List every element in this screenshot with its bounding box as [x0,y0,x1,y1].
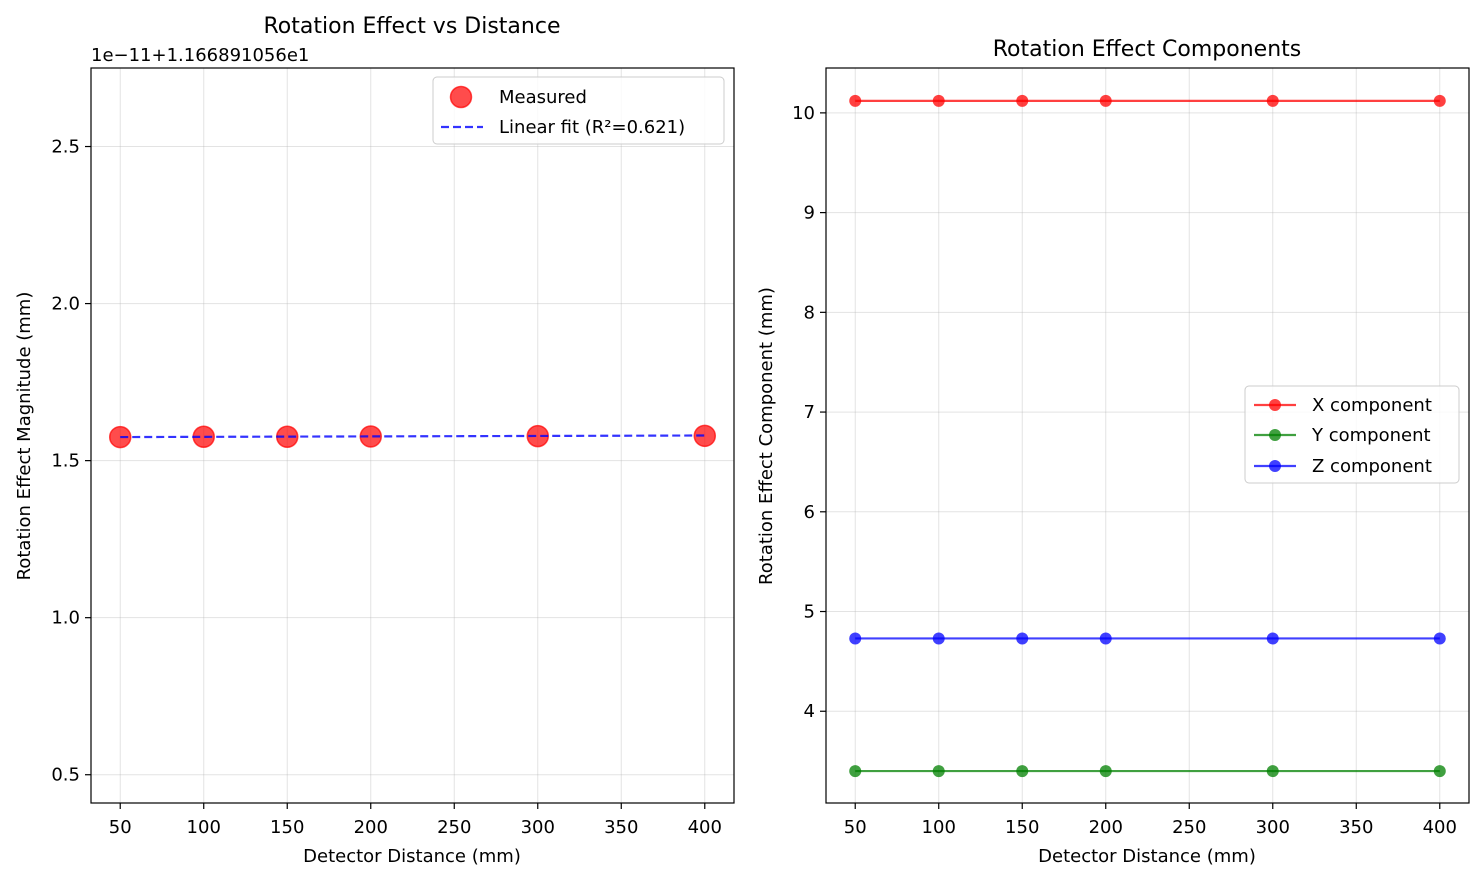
y-ticks: 4 5 6 7 8 9 10 [792,103,826,722]
series-layer [108,424,717,449]
y-tick-label: 6 [804,502,815,523]
x-tick-label: 300 [521,817,555,838]
data-point-z [1016,632,1029,645]
data-point-z [932,632,945,645]
x-tick-label: 400 [1423,817,1457,838]
legend-label-y: Y component [1311,425,1431,446]
x-tick-label: 350 [604,817,638,838]
data-point-z [1433,632,1446,645]
legend: X component Y component Z component [1244,385,1460,484]
x-axis-label: Detector Distance (mm) [303,846,521,867]
x-tick-label: 350 [1339,817,1373,838]
x-tick-label: 50 [844,817,867,838]
data-point-x [1266,94,1279,107]
data-point-y [1266,765,1279,778]
y-tick-label: 1.0 [51,608,80,629]
x-tick-label: 200 [354,817,388,838]
y-tick-label: 2.5 [51,137,80,158]
x-tick-label: 200 [1089,817,1123,838]
x-ticks: 50 100 150 200 250 300 350 400 [844,803,1457,838]
x-tick-label: 100 [187,817,221,838]
data-point-y [849,765,862,778]
data-point-z [849,632,862,645]
data-point-y [932,765,945,778]
x-tick-label: 300 [1256,817,1290,838]
plot-frame [825,67,1470,804]
y-tick-label: 0.5 [51,765,80,786]
y-tick-label: 10 [792,103,815,124]
x-tick-label: 150 [1005,817,1039,838]
y-axis-label: Rotation Effect Component (mm) [756,287,777,585]
x-axis-label: Detector Distance (mm) [1038,846,1256,867]
legend-box [1244,385,1460,484]
x-tick-label: 250 [437,817,471,838]
chart-magnitude: 50 100 150 200 250 300 350 400 0.51.01.52.02.5 … [14,14,735,867]
data-point-x [932,94,945,107]
x-tick-label: 150 [270,817,304,838]
legend-marker-x [1269,399,1281,411]
linear-fit-line [120,434,705,439]
data-point-y [1099,765,1112,778]
legend-marker-y [1269,429,1281,441]
legend-marker-measured [449,85,473,109]
data-point-y [1016,765,1029,778]
y-tick-label: 2.0 [51,294,80,315]
chart-title: Rotation Effect vs Distance [264,14,561,39]
data-point-y [1433,765,1446,778]
data-point-x [1016,94,1029,107]
measured-point [693,424,717,448]
legend-marker-z [1269,460,1281,472]
data-point-z [1099,632,1112,645]
y-tick-label: 8 [804,302,815,323]
legend-label-z: Z component [1312,456,1432,477]
chart-title: Rotation Effect Components [993,37,1302,62]
y-tick-label: 9 [804,203,815,224]
legend: Measured Linear fit (R²=0.621) [432,76,725,145]
legend-label-measured: Measured [499,87,587,108]
x-tick-label: 100 [922,817,956,838]
y-tick-label: 1.5 [51,451,80,472]
y-offset-label: 1e−11+1.166891056e1 [91,45,309,66]
data-point-x [1433,94,1446,107]
series-layer [849,94,1446,778]
plot-frame [90,67,735,804]
y-tick-label: 5 [804,602,815,623]
x-tick-label: 250 [1172,817,1206,838]
data-point-x [849,94,862,107]
y-tick-label: 7 [804,402,815,423]
x-tick-label: 50 [109,817,132,838]
chart-components: 50 100 150 200 250 300 350 400 4 5 6 7 8 9 10 Rotatio… [756,37,1470,867]
data-point-x [1099,94,1112,107]
x-ticks: 50 100 150 200 250 300 350 400 [109,803,722,838]
legend-box [432,76,725,145]
y-tick-label: 4 [804,701,815,722]
y-axis-label: Rotation Effect Magnitude (mm) [14,292,35,581]
y-ticks: 0.5 1.0 1.5 2.0 2.5 [51,137,91,786]
measured-point [526,424,550,448]
x-tick-label: 400 [688,817,722,838]
legend-label-x: X component [1312,395,1432,416]
data-point-z [1266,632,1279,645]
legend-label-linear-fit: Linear fit (R²=0.621) [499,117,685,138]
